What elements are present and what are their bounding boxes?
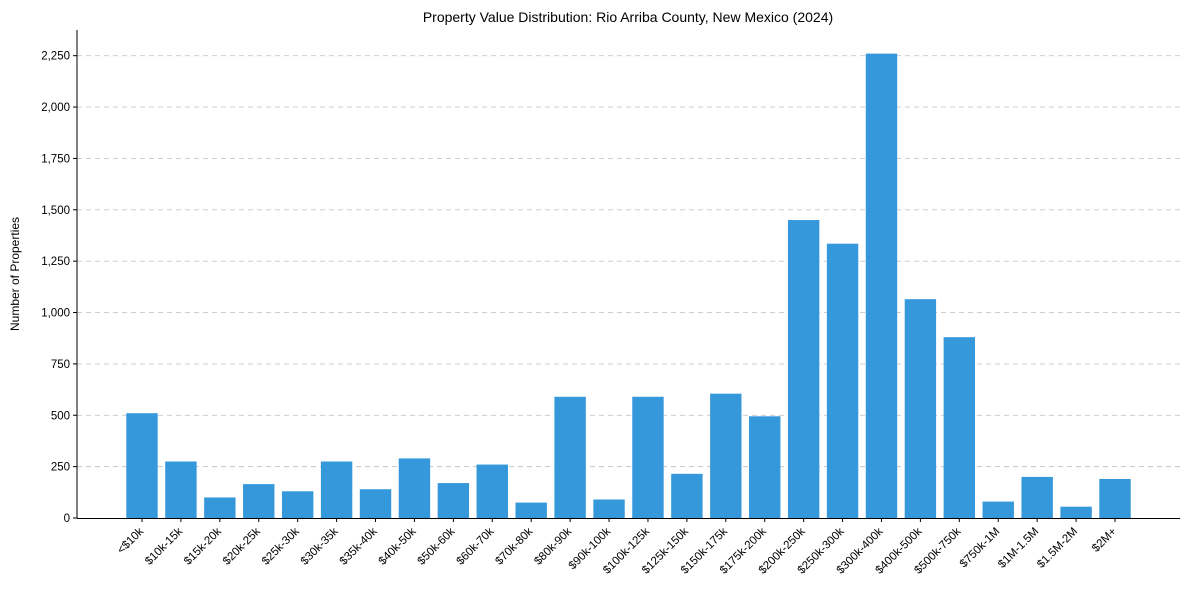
x-tick-label: $2M+	[1090, 525, 1119, 554]
axes	[76, 30, 1180, 519]
y-tick-label: 2,000	[41, 102, 70, 114]
x-tick-label: $750k-1M	[958, 526, 1003, 571]
x-tick-label: $1.5M-2M	[1035, 526, 1080, 571]
y-tick-label: 500	[51, 410, 70, 422]
x-tick-label: $30k-35k	[299, 525, 341, 567]
x-tick-label: $25k-30k	[260, 525, 302, 567]
bar	[710, 393, 742, 518]
bar	[476, 464, 508, 518]
bar	[865, 53, 898, 518]
y-tick-label: 250	[51, 462, 70, 474]
bar	[982, 501, 1014, 518]
y-tick-label: 2,250	[41, 51, 70, 63]
y-gridlines	[77, 55, 1180, 468]
x-tick-label: $40k-50k	[377, 525, 419, 567]
bar	[826, 243, 859, 518]
bar	[243, 484, 275, 518]
bar	[1060, 506, 1092, 518]
x-tick-label: $35k-40k	[338, 525, 380, 567]
x-tick-label: $50k-60k	[416, 525, 458, 567]
y-tick-label: 750	[51, 359, 70, 371]
bar	[904, 299, 937, 518]
bar	[593, 499, 625, 518]
y-tick-label: 1,250	[41, 256, 70, 268]
y-ticks: 0 250 500 750 1,000 1,250 1,500 1,750 2,000 2,250	[41, 51, 77, 525]
y-axis-label: Number of Properties	[8, 217, 22, 331]
x-tick-label: $1M-1.5M	[996, 526, 1041, 571]
x-ticks: <$10k$10k-15k$15k-20k$20k-25k$25k-30k$30…	[115, 518, 1119, 577]
x-tick-label: $20k-25k	[221, 525, 263, 567]
bar	[437, 483, 470, 518]
y-tick-label: 1,500	[41, 205, 70, 217]
x-tick-label: $15k-20k	[182, 525, 224, 567]
x-tick-label: $10k-15k	[143, 525, 185, 567]
y-tick-label: 1,000	[41, 308, 70, 320]
bar	[281, 491, 314, 518]
bar	[398, 458, 431, 518]
bar	[126, 413, 158, 518]
bar	[1099, 478, 1131, 518]
bar	[1021, 476, 1053, 518]
bar	[787, 220, 820, 518]
bar	[165, 461, 197, 518]
bar	[943, 337, 976, 518]
chart-title: Property Value Distribution: Rio Arriba …	[423, 9, 833, 25]
bars-group	[126, 53, 1131, 518]
bar	[515, 502, 547, 518]
bar	[204, 497, 236, 518]
bar	[320, 461, 353, 518]
x-tick-label: <$10k	[115, 525, 146, 556]
bar	[554, 396, 586, 518]
bar	[632, 396, 664, 518]
bar	[359, 489, 392, 518]
bar	[749, 416, 781, 518]
y-tick-label: 0	[64, 513, 70, 525]
bar	[671, 473, 703, 518]
y-tick-label: 1,750	[41, 153, 70, 165]
x-tick-label: $60k-70k	[454, 525, 496, 567]
x-tick-label: $70k-80k	[493, 525, 535, 567]
